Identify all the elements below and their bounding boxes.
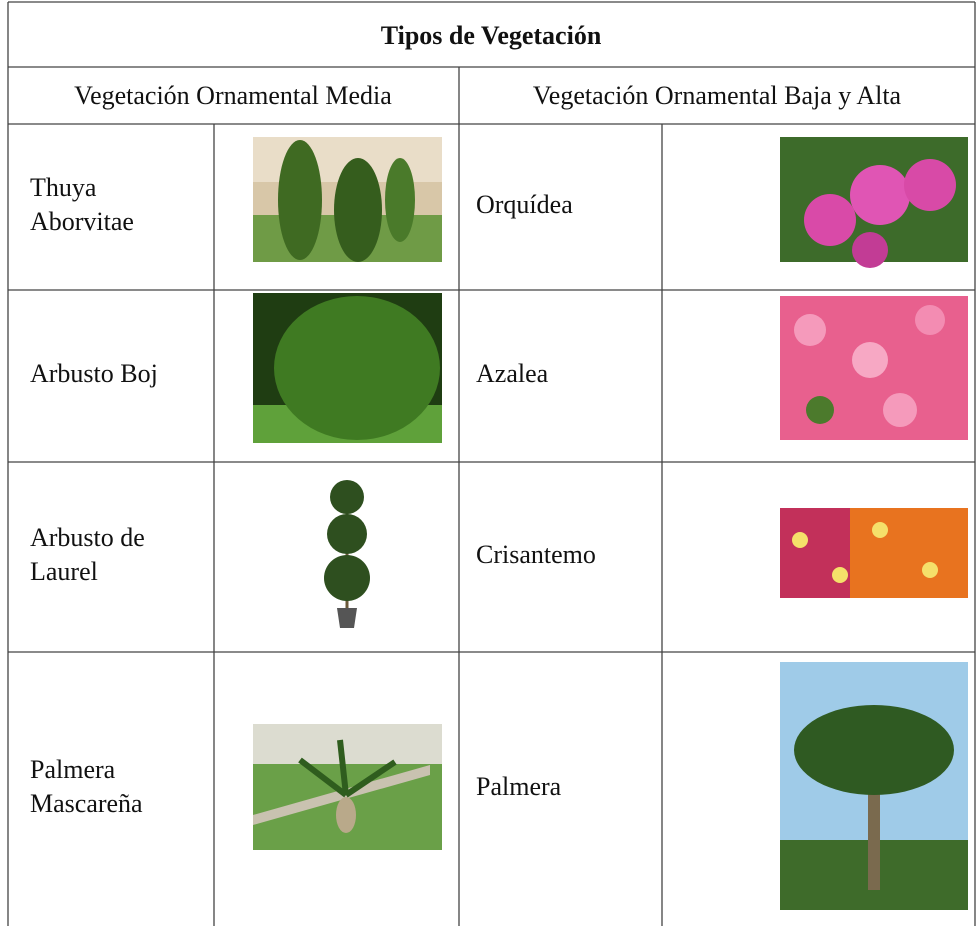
- cell-text: Mascareña: [30, 789, 143, 818]
- cell-text: Orquídea: [476, 190, 573, 219]
- column-header: Vegetación Ornamental Baja y Alta: [533, 81, 902, 110]
- photo-bottle-palm: [253, 724, 442, 850]
- cell-text: Thuya: [30, 173, 97, 202]
- cell-text: Arbusto de: [30, 523, 145, 552]
- photo-boxwood: [253, 293, 442, 443]
- cell-text: Palmera: [476, 772, 562, 801]
- photo-orchid: [780, 137, 968, 268]
- table-title: Tipos de Vegetación: [381, 21, 602, 50]
- cell-text: Palmera: [30, 755, 116, 784]
- cell-text: Aborvitae: [30, 207, 134, 236]
- photo-palm: [780, 662, 968, 910]
- table-rules: [7, 1, 976, 926]
- photo-chrysanthemum: [780, 508, 968, 598]
- cell-text: Crisantemo: [476, 540, 596, 569]
- column-header: Vegetación Ornamental Media: [74, 81, 392, 110]
- cell-text: Arbusto Boj: [30, 359, 158, 388]
- cell-text: Azalea: [476, 359, 549, 388]
- photo-laurel: [324, 480, 370, 628]
- cell-text: Laurel: [30, 557, 98, 586]
- photo-azalea: [780, 296, 968, 440]
- photo-thuya: [253, 137, 442, 262]
